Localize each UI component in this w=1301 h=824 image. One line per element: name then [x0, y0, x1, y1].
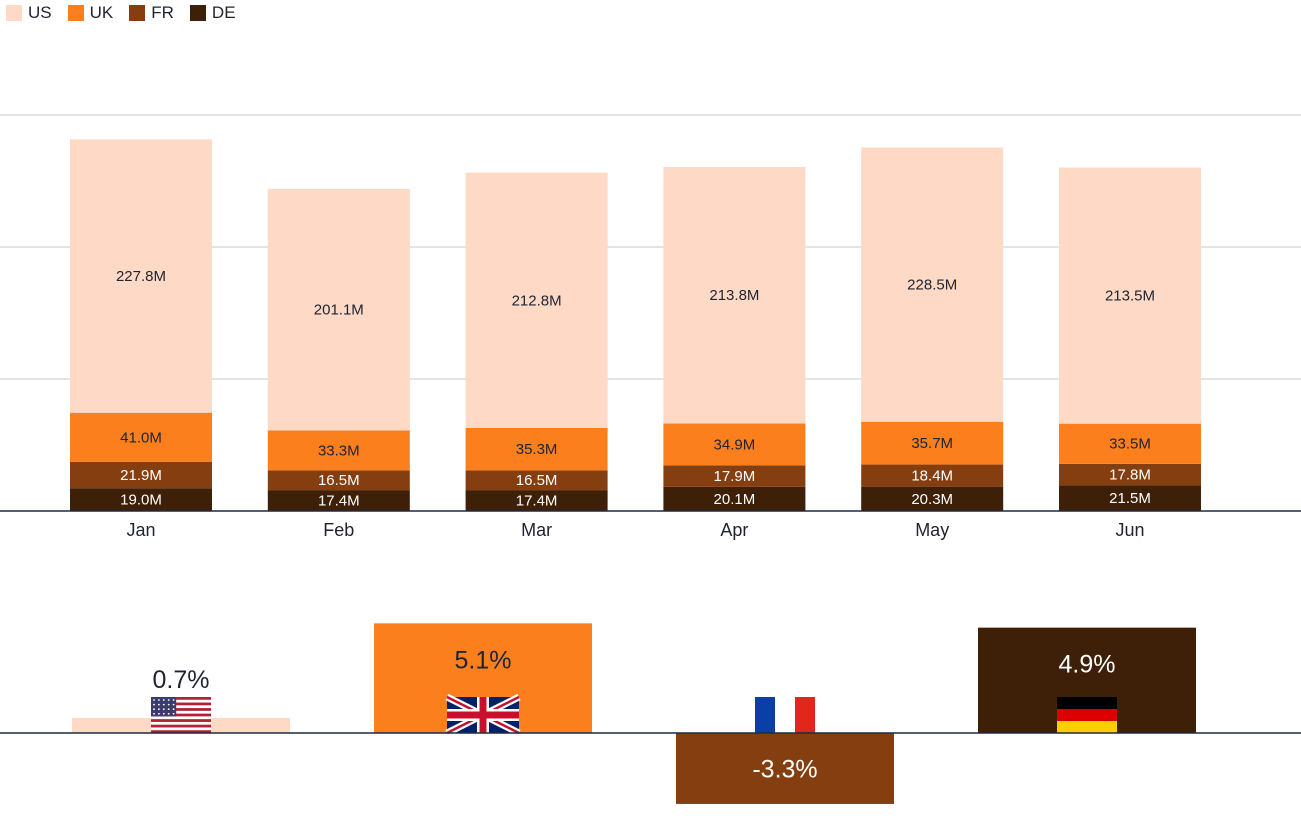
bar-label-uk-mar: 35.3M — [516, 441, 558, 458]
fr-flag-icon — [755, 697, 815, 733]
legend-label-de: DE — [211, 3, 236, 22]
legend-swatch-fr — [129, 5, 146, 21]
bar-label-us-may: 228.5M — [907, 277, 957, 294]
legend-label-fr: FR — [151, 3, 174, 22]
x-tick-jan: Jan — [126, 520, 155, 540]
legend-label-uk: UK — [89, 3, 114, 22]
x-tick-may: May — [915, 520, 949, 540]
legend: US UK FR DE — [6, 3, 236, 23]
de-flag-icon — [1057, 697, 1117, 733]
legend-item-us[interactable]: US — [6, 3, 52, 23]
bar-de-jun[interactable] — [1059, 485, 1201, 511]
stacked-bar-chart: 19.0M 21.9M 41.0M 227.8M Jan 17.4M 16.5M 33.3M 2… — [0, 139, 1301, 540]
change-label-fr: -3.3% — [752, 755, 817, 783]
bar-us-apr[interactable] — [663, 166, 806, 424]
bar-fr-jun[interactable] — [1059, 463, 1201, 486]
bar-de-may[interactable] — [861, 486, 1004, 511]
bar-label-de-apr: 20.1M — [714, 491, 756, 508]
bar-label-us-apr: 213.8M — [709, 287, 759, 304]
bar-de-mar[interactable] — [465, 490, 608, 511]
bar-us-jan[interactable] — [70, 139, 212, 413]
legend-swatch-de — [189, 5, 206, 21]
bar-label-fr-jun: 17.8M — [1109, 467, 1151, 484]
bar-label-us-feb: 201.1M — [314, 302, 364, 319]
bar-label-uk-apr: 34.9M — [714, 436, 756, 453]
bar-label-de-jun: 21.5M — [1109, 490, 1151, 507]
bar-label-de-mar: 17.4M — [516, 493, 558, 510]
bar-fr-jan[interactable] — [70, 461, 212, 489]
bar-de-feb[interactable] — [267, 490, 410, 511]
x-tick-feb: Feb — [323, 520, 354, 540]
bar-label-fr-feb: 16.5M — [318, 472, 360, 489]
bar-fr-feb[interactable] — [267, 470, 410, 491]
legend-label-us: US — [28, 3, 52, 22]
bar-uk-may[interactable] — [861, 421, 1004, 465]
bar-fr-may[interactable] — [861, 464, 1004, 487]
change-bar-fr[interactable] — [676, 733, 894, 804]
change-label-uk: 5.1% — [455, 646, 512, 674]
legend-swatch-us — [6, 5, 22, 21]
bar-us-may[interactable] — [861, 147, 1004, 422]
bar-de-apr[interactable] — [663, 486, 806, 511]
change-label-us: 0.7% — [153, 666, 210, 694]
bar-label-fr-apr: 17.9M — [714, 468, 756, 485]
bar-label-us-jan: 227.8M — [116, 268, 166, 285]
uk-flag-icon — [445, 693, 521, 737]
us-flag-icon — [151, 697, 211, 734]
x-tick-jun: Jun — [1115, 520, 1144, 540]
bar-fr-apr[interactable] — [663, 465, 806, 487]
bar-label-uk-may: 35.7M — [911, 435, 953, 452]
legend-item-uk[interactable]: UK — [67, 3, 114, 23]
bar-label-fr-may: 18.4M — [911, 468, 953, 485]
bar-uk-mar[interactable] — [465, 427, 608, 471]
bar-label-de-may: 20.3M — [911, 491, 953, 508]
bar-label-de-feb: 17.4M — [318, 493, 360, 510]
x-tick-apr: Apr — [720, 520, 748, 540]
bar-label-fr-mar: 16.5M — [516, 472, 558, 489]
legend-item-fr[interactable]: FR — [129, 3, 174, 23]
x-tick-mar: Mar — [521, 520, 552, 540]
bar-de-jan[interactable] — [70, 488, 212, 511]
legend-swatch-uk — [67, 5, 84, 21]
change-label-de: 4.9% — [1059, 651, 1116, 679]
bar-us-mar[interactable] — [465, 172, 608, 428]
bar-uk-apr[interactable] — [663, 423, 806, 466]
bar-label-uk-feb: 33.3M — [318, 442, 360, 459]
change-bar-chart: 0.7% 5.1% -3.3% 4.9% — [0, 623, 1301, 804]
bar-label-us-mar: 212.8M — [512, 292, 562, 309]
bar-label-uk-jan: 41.0M — [120, 429, 162, 446]
bar-uk-feb[interactable] — [267, 430, 410, 471]
bar-us-feb[interactable] — [267, 189, 410, 431]
bar-label-uk-jun: 33.5M — [1109, 436, 1151, 453]
bar-label-de-jan: 19.0M — [120, 492, 162, 509]
bar-label-us-jun: 213.5M — [1105, 288, 1155, 305]
bar-label-fr-jan: 21.9M — [120, 467, 162, 484]
legend-item-de[interactable]: DE — [189, 3, 236, 23]
bar-uk-jan[interactable] — [70, 412, 212, 462]
bar-fr-mar[interactable] — [465, 470, 608, 491]
bar-us-jun[interactable] — [1059, 167, 1201, 424]
bar-uk-jun[interactable] — [1059, 423, 1201, 464]
